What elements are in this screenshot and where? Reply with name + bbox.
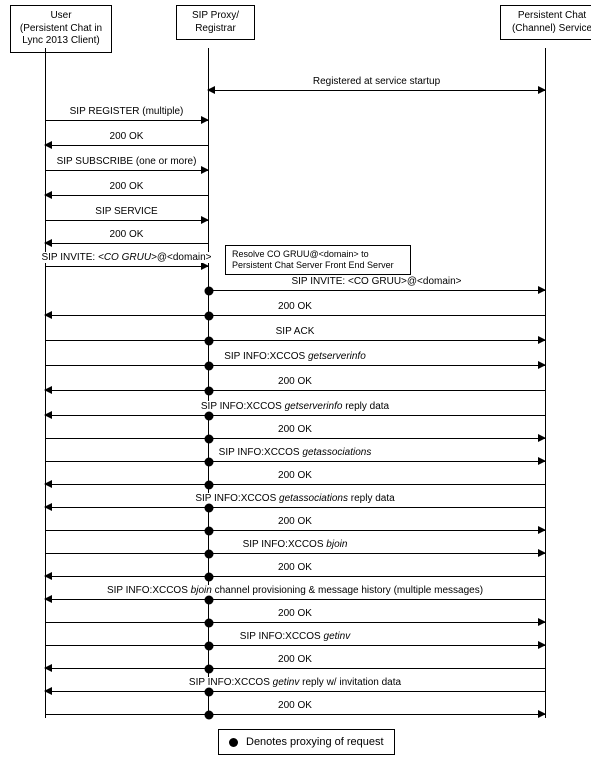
message-arrow: SIP INFO:XCCOS bjoin [45, 553, 545, 554]
message-arrow: SIP INFO:XCCOS getassociations reply dat… [45, 507, 545, 508]
message-arrow: SIP SERVICE [45, 220, 208, 221]
message-arrow: 200 OK [45, 576, 545, 577]
message-arrow: 200 OK [45, 195, 208, 196]
message-arrow: 200 OK [45, 390, 545, 391]
message-arrow: 200 OK [45, 484, 545, 485]
actor-service-line2: (Channel) Service [512, 23, 591, 34]
message-label: 200 OK [274, 376, 316, 387]
message-arrow: 200 OK [45, 438, 545, 439]
message-label: SIP INVITE: <CO GRUU>@<domain> [287, 276, 465, 287]
proxy-dot-icon [205, 504, 214, 513]
proxy-dot-icon [205, 481, 214, 490]
actor-service: Persistent Chat (Channel) Service [500, 5, 591, 40]
message-arrow: SIP INFO:XCCOS getinv reply w/ invitatio… [45, 691, 545, 692]
message-label: SIP INFO:XCCOS getinv reply w/ invitatio… [185, 677, 405, 688]
message-label: 200 OK [274, 470, 316, 481]
message-label: SIP INFO:XCCOS getserverinfo [220, 351, 370, 362]
message-label: 200 OK [106, 131, 148, 142]
proxy-dot-icon [205, 412, 214, 421]
message-label: SIP INVITE: <CO GRUU>@<domain> [37, 252, 215, 263]
proxy-dot-icon [205, 312, 214, 321]
message-arrow: 200 OK [45, 668, 545, 669]
message-label: 200 OK [274, 301, 316, 312]
legend-text: Denotes proxying of request [246, 736, 384, 748]
proxy-dot-icon [205, 573, 214, 582]
proxy-dot-icon [205, 688, 214, 697]
message-arrow: SIP INVITE: <CO GRUU>@<domain> [208, 290, 545, 291]
resolve-note: Resolve CO GRUU@<domain> to Persistent C… [225, 245, 411, 275]
lifeline-proxy [208, 48, 209, 718]
message-label: 200 OK [106, 181, 148, 192]
actor-user-line2: (Persistent Chat in [20, 23, 102, 34]
proxy-dot-icon [205, 387, 214, 396]
message-label: 200 OK [274, 516, 316, 527]
message-arrow: SIP REGISTER (multiple) [45, 120, 208, 121]
actor-proxy-line2: Registrar [195, 23, 236, 34]
message-arrow: SIP ACK [45, 340, 545, 341]
message-label: SIP INFO:XCCOS getinv [236, 631, 354, 642]
message-label: 200 OK [274, 700, 316, 711]
message-label: SIP REGISTER (multiple) [66, 106, 188, 117]
message-arrow: 200 OK [45, 243, 208, 244]
message-label: SIP INFO:XCCOS getserverinfo reply data [197, 401, 393, 412]
actor-user-line3: Lync 2013 Client) [22, 35, 99, 46]
message-arrow: SIP INFO:XCCOS bjoin channel provisionin… [45, 599, 545, 600]
proxy-dot-icon [205, 287, 214, 296]
message-arrow: 200 OK [45, 315, 545, 316]
message-arrow: SIP SUBSCRIBE (one or more) [45, 170, 208, 171]
message-arrow: SIP INFO:XCCOS getinv [45, 645, 545, 646]
actor-user: User (Persistent Chat in Lync 2013 Clien… [10, 5, 112, 53]
proxy-dot-icon [205, 550, 214, 559]
actor-service-line1: Persistent Chat [518, 10, 586, 21]
proxy-dot-icon [205, 458, 214, 467]
message-label: 200 OK [274, 608, 316, 619]
actor-proxy: SIP Proxy/ Registrar [176, 5, 255, 40]
message-label: SIP SERVICE [91, 206, 161, 217]
proxy-dot-icon [205, 665, 214, 674]
proxy-dot-icon [205, 435, 214, 444]
message-label: 200 OK [274, 654, 316, 665]
actor-proxy-line1: SIP Proxy/ [192, 10, 239, 21]
message-arrow: SIP INVITE: <CO GRUU>@<domain> [45, 266, 208, 267]
proxy-dot-icon [205, 362, 214, 371]
message-label: 200 OK [274, 562, 316, 573]
resolve-note-line2: Persistent Chat Server Front End Server [232, 260, 394, 270]
resolve-note-line1: Resolve CO GRUU@<domain> to [232, 249, 369, 259]
legend-dot-icon [229, 738, 238, 747]
message-label: SIP INFO:XCCOS getassociations reply dat… [191, 493, 398, 504]
message-label: 200 OK [274, 424, 316, 435]
message-arrow: Registered at service startup [208, 90, 545, 91]
message-arrow: SIP INFO:XCCOS getassociations [45, 461, 545, 462]
message-label: 200 OK [106, 229, 148, 240]
message-label: SIP SUBSCRIBE (one or more) [53, 156, 201, 167]
message-arrow: SIP INFO:XCCOS getserverinfo reply data [45, 415, 545, 416]
message-arrow: SIP INFO:XCCOS getserverinfo [45, 365, 545, 366]
message-label: Registered at service startup [309, 76, 444, 87]
actor-user-line1: User [50, 10, 71, 21]
message-label: SIP INFO:XCCOS bjoin channel provisionin… [103, 585, 487, 596]
message-arrow: 200 OK [45, 714, 545, 715]
proxy-dot-icon [205, 642, 214, 651]
proxy-dot-icon [205, 527, 214, 536]
legend: Denotes proxying of request [218, 729, 395, 755]
message-arrow: 200 OK [45, 145, 208, 146]
message-label: SIP INFO:XCCOS bjoin [239, 539, 352, 550]
proxy-dot-icon [205, 596, 214, 605]
proxy-dot-icon [205, 337, 214, 346]
message-arrow: 200 OK [45, 530, 545, 531]
message-label: SIP INFO:XCCOS getassociations [215, 447, 376, 458]
message-arrow: 200 OK [45, 622, 545, 623]
proxy-dot-icon [205, 711, 214, 720]
proxy-dot-icon [205, 619, 214, 628]
message-label: SIP ACK [272, 326, 319, 337]
